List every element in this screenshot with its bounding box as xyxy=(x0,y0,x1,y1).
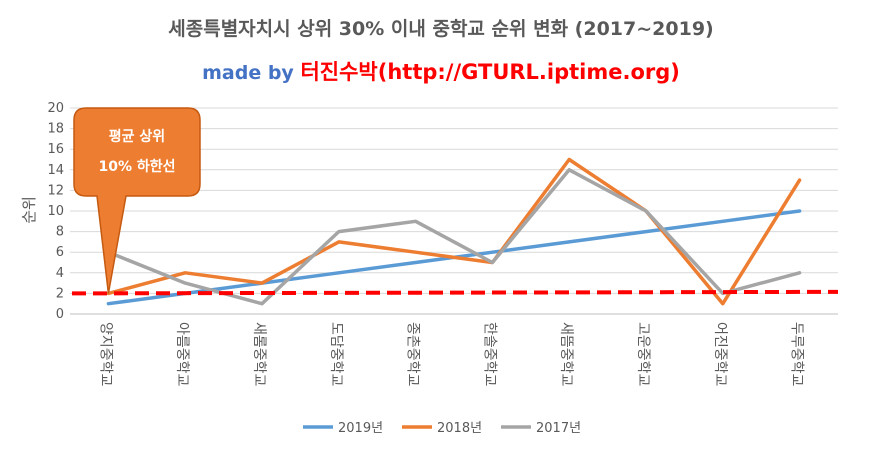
chart-subtitle: made by 터진수박(http://GTURL.iptime.org) xyxy=(0,56,882,86)
y-tick-label: 14 xyxy=(47,163,64,178)
x-tick-label: 아름중학교 xyxy=(174,322,190,387)
y-tick-label: 8 xyxy=(56,225,64,240)
series-line-2017년 xyxy=(106,168,802,306)
y-tick-label: 10 xyxy=(47,204,64,219)
x-tick-label: 새뜸중학교 xyxy=(558,322,574,387)
y-tick-label: 16 xyxy=(47,142,64,157)
legend: 2019년 2018년 2017년 xyxy=(303,421,581,436)
y-axis-label: 순위 xyxy=(20,196,38,224)
legend-label-2019년: 2019년 xyxy=(338,421,383,436)
y-tick-label: 2 xyxy=(56,286,64,301)
x-tick-label: 새롬중학교 xyxy=(251,322,267,387)
x-axis-ticks: 양지중학교 아름중학교 새롬중학교 도담중학교 종촌중학교 한솔중학교 새뜸중학교 고운중학교… xyxy=(97,322,804,387)
x-tick-label: 양지중학교 xyxy=(97,322,113,387)
x-tick-label: 종촌중학교 xyxy=(405,322,421,387)
y-tick-label: 12 xyxy=(47,183,64,198)
annotation-callout: 평균 상위 10% 하한선 xyxy=(73,107,201,294)
x-tick-label: 한솔중학교 xyxy=(481,322,497,387)
y-tick-label: 6 xyxy=(56,245,64,260)
y-tick-label: 18 xyxy=(47,122,64,137)
series-line-2018년 xyxy=(106,157,802,306)
callout-bubble xyxy=(73,107,201,294)
y-tick-label: 20 xyxy=(47,101,64,116)
x-tick-label: 도담중학교 xyxy=(328,322,344,387)
threshold-line xyxy=(71,289,839,296)
callout-line-1: 평균 상위 xyxy=(109,128,165,145)
x-tick-label: 어진중학교 xyxy=(712,322,728,387)
chart-title: 세종특별자치시 상위 30% 이내 중학교 순위 변화 (2017~2019) xyxy=(168,18,714,40)
subtitle-author: 터진수박(http://GTURL.iptime.org) xyxy=(300,60,680,84)
subtitle-made-by: made by xyxy=(202,62,294,84)
callout-line-2: 10% 하한선 xyxy=(98,158,175,175)
y-tick-label: 0 xyxy=(56,307,64,322)
legend-label-2018년: 2018년 xyxy=(437,421,482,436)
y-axis-ticks: 0 2 4 6 8 10 12 14 16 18 20 xyxy=(47,101,64,322)
x-tick-label: 두루중학교 xyxy=(789,322,805,387)
y-tick-label: 4 xyxy=(56,266,64,281)
x-tick-label: 고운중학교 xyxy=(635,322,651,387)
legend-label-2017년: 2017년 xyxy=(536,421,581,436)
